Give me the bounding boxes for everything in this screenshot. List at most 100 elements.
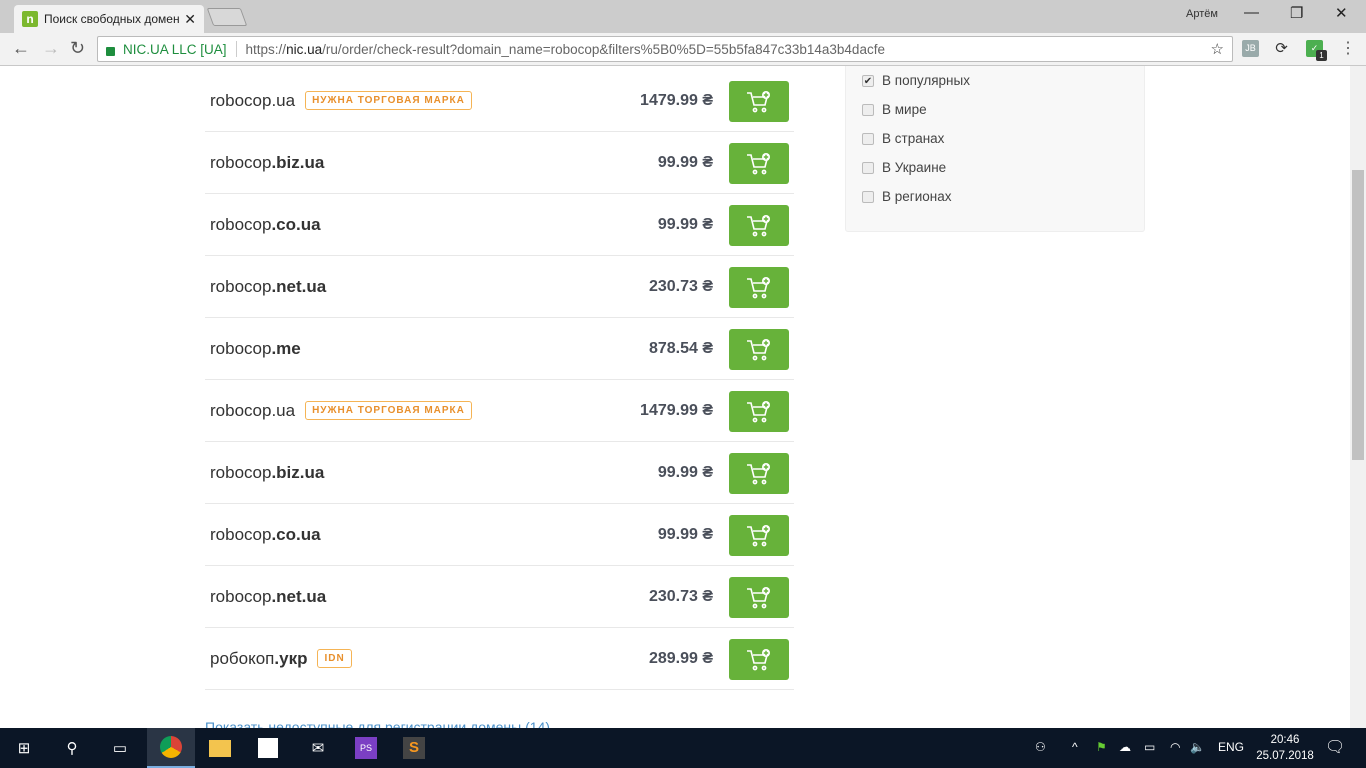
- filter-checkbox[interactable]: [862, 132, 874, 145]
- filter-option[interactable]: В странах: [862, 131, 944, 146]
- forward-icon[interactable]: →: [42, 38, 60, 58]
- domain-result-row: робокоп .укр IDN 289.99 ₴: [205, 628, 794, 690]
- add-to-cart-button[interactable]: [729, 577, 789, 618]
- close-tab-icon[interactable]: ✕: [184, 10, 196, 27]
- add-to-cart-button[interactable]: [729, 329, 789, 370]
- new-tab-button[interactable]: [206, 8, 248, 26]
- sublime-text-icon[interactable]: S: [390, 728, 438, 768]
- domain-name: robocop .net.ua: [210, 587, 326, 607]
- filter-checkbox[interactable]: ✔: [862, 74, 874, 87]
- domain-price: 1479.99 ₴: [640, 91, 713, 109]
- add-to-cart-button[interactable]: [729, 143, 789, 184]
- filter-option[interactable]: ✔ В популярных: [862, 73, 970, 88]
- filter-checkbox[interactable]: [862, 103, 874, 116]
- minimize-icon[interactable]: —: [1244, 4, 1259, 21]
- domain-badge: НУЖНА ТОРГОВАЯ МАРКА: [305, 91, 472, 110]
- domain-name: robocop .co.ua: [210, 215, 321, 235]
- domain-name: robocop .biz.ua: [210, 153, 324, 173]
- address-bar[interactable]: NIC.UA LLC [UA] https://nic.ua/ru/order/…: [97, 36, 1233, 62]
- filter-option[interactable]: В регионах: [862, 189, 951, 204]
- start-windows-icon[interactable]: ⊞: [17, 740, 31, 757]
- title-bar: n Поиск свободных домен ✕ Артём — ❐ ✕: [0, 0, 1366, 33]
- cart-plus-icon: [746, 586, 772, 610]
- scrollbar-thumb[interactable]: [1352, 170, 1364, 460]
- cart-plus-icon: [746, 214, 772, 238]
- sync-extension-icon[interactable]: ⟳: [1275, 40, 1288, 57]
- filter-label: В странах: [882, 131, 945, 146]
- add-to-cart-button[interactable]: [729, 391, 789, 432]
- domain-result-row: robocop .ua НУЖНА ТОРГОВАЯ МАРКА 1479.99 ₴: [205, 70, 794, 132]
- domain-price: 289.99 ₴: [648, 649, 713, 667]
- add-to-cart-button[interactable]: [729, 205, 789, 246]
- task-view-icon[interactable]: ▭: [112, 740, 128, 757]
- phpstorm-icon[interactable]: PS: [342, 728, 390, 768]
- filter-checkbox[interactable]: [862, 190, 874, 203]
- domain-label: robocop: [210, 462, 272, 482]
- close-window-icon[interactable]: ✕: [1335, 5, 1348, 22]
- domain-tld: .co.ua: [271, 524, 321, 544]
- chrome-taskbar-icon[interactable]: [147, 728, 195, 768]
- page-content: robocop .ua НУЖНА ТОРГОВАЯ МАРКА 1479.99 ₴…: [0, 66, 1350, 728]
- file-explorer-icon[interactable]: [196, 728, 244, 768]
- clock-time: 20:46: [1270, 734, 1300, 746]
- filter-option[interactable]: В мире: [862, 102, 927, 117]
- filter-checkbox[interactable]: [862, 161, 874, 174]
- domain-price: 230.73 ₴: [648, 277, 713, 295]
- security-label[interactable]: NIC.UA LLC [UA]: [123, 41, 227, 57]
- domain-result-row: robocop .co.ua 99.99 ₴: [205, 194, 794, 256]
- cart-plus-icon: [746, 276, 772, 300]
- filter-option[interactable]: В Украине: [862, 160, 946, 175]
- language-indicator[interactable]: ENG: [1218, 740, 1245, 754]
- domain-tld: .co.ua: [271, 214, 321, 234]
- clock[interactable]: 20:46 25.07.2018: [1250, 732, 1320, 764]
- browser-tab[interactable]: n Поиск свободных домен ✕: [14, 5, 204, 33]
- flag-icon[interactable]: ⚑: [1096, 740, 1107, 754]
- domain-tld: .net.ua: [271, 276, 327, 296]
- reload-icon[interactable]: ↻: [70, 38, 86, 58]
- url-text[interactable]: https://nic.ua/ru/order/check-result?dom…: [246, 42, 885, 57]
- cart-plus-icon: [746, 90, 772, 114]
- menu-icon[interactable]: ⋮: [1340, 40, 1356, 57]
- domain-result-row: robocop .biz.ua 99.99 ₴: [205, 442, 794, 504]
- search-icon[interactable]: ⚲: [66, 740, 78, 757]
- add-to-cart-button[interactable]: [729, 515, 789, 556]
- profile-name[interactable]: Артём: [1186, 8, 1218, 20]
- mail-icon[interactable]: ✉: [311, 740, 325, 757]
- bookmark-star-icon[interactable]: ☆: [1210, 41, 1224, 58]
- url-host: nic.ua: [286, 41, 323, 57]
- add-to-cart-button[interactable]: [729, 267, 789, 308]
- domain-name: робокоп .укр IDN: [210, 649, 352, 669]
- show-hidden-icons-chevron-icon[interactable]: ^: [1072, 740, 1078, 754]
- browser-toolbar: ← → ↻ NIC.UA LLC [UA] https://nic.ua/ru/…: [0, 33, 1366, 66]
- domain-name: robocop .ua НУЖНА ТОРГОВАЯ МАРКА: [210, 91, 472, 111]
- add-to-cart-button[interactable]: [729, 81, 789, 122]
- domain-label: robocop: [210, 90, 272, 110]
- clock-date: 25.07.2018: [1256, 750, 1314, 762]
- add-to-cart-button[interactable]: [729, 453, 789, 494]
- onedrive-cloud-icon[interactable]: ☁: [1119, 740, 1131, 754]
- filter-label: В Украине: [882, 160, 947, 175]
- action-center-icon[interactable]: 🗨: [1325, 739, 1346, 756]
- show-unavailable-link[interactable]: Показать недоступные для регистрации дом…: [205, 719, 550, 728]
- lock-icon: [106, 46, 115, 56]
- restore-icon[interactable]: ❐: [1290, 5, 1304, 22]
- cart-plus-icon: [746, 338, 772, 362]
- battery-icon[interactable]: ▭: [1144, 740, 1156, 754]
- back-icon[interactable]: ←: [12, 38, 30, 58]
- store-icon[interactable]: [244, 728, 292, 768]
- people-icon[interactable]: ⚇: [1035, 740, 1046, 754]
- domain-label: robocop: [210, 214, 272, 234]
- domain-result-row: robocop .biz.ua 99.99 ₴: [205, 132, 794, 194]
- cart-plus-icon: [746, 400, 772, 424]
- cart-plus-icon: [746, 524, 772, 548]
- filter-label: В мире: [882, 102, 927, 117]
- volume-icon[interactable]: 🔈: [1190, 740, 1205, 754]
- scrollbar[interactable]: [1350, 66, 1366, 728]
- wifi-icon[interactable]: ◠: [1170, 740, 1181, 754]
- domain-price: 230.73 ₴: [648, 587, 713, 605]
- domain-price: 99.99 ₴: [657, 215, 713, 233]
- add-to-cart-button[interactable]: [729, 639, 789, 680]
- domain-tld: .me: [271, 338, 301, 358]
- domain-badge: IDN: [317, 649, 352, 668]
- jb-extension-icon[interactable]: JB: [1242, 40, 1259, 57]
